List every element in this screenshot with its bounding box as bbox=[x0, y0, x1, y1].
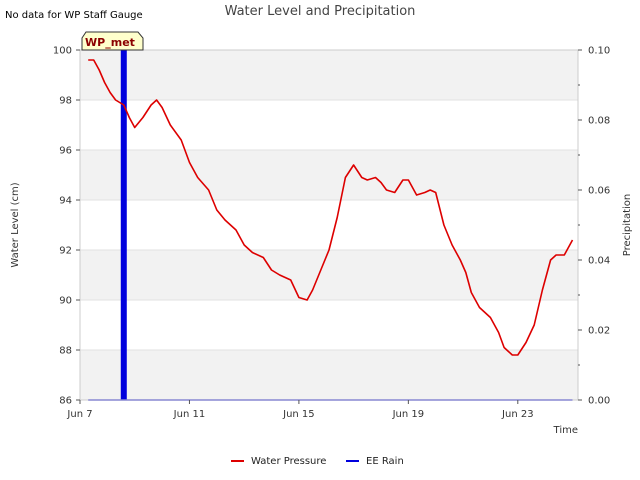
x-tick-label: Jun 15 bbox=[282, 409, 315, 420]
y-tick-label: 96 bbox=[59, 146, 72, 157]
x-tick-label: Jun 23 bbox=[501, 409, 534, 420]
y2-tick-label: 0.04 bbox=[588, 256, 610, 267]
y-tick-label: 86 bbox=[59, 396, 72, 407]
y-axis-ticks: 86 88 90 92 94 96 98 100 bbox=[53, 46, 80, 407]
badge-box bbox=[81, 31, 144, 51]
y-axis-title: Water Level (cm) bbox=[10, 182, 21, 267]
y2-tick-label: 0.02 bbox=[588, 326, 610, 337]
y-tick-label: 92 bbox=[59, 246, 72, 257]
background-band bbox=[80, 250, 578, 300]
y-tick-label: 88 bbox=[59, 346, 72, 357]
ee-rain-bar bbox=[120, 50, 127, 400]
x-tick-label: Jun 19 bbox=[392, 409, 425, 420]
legend-label-ee-rain: EE Rain bbox=[366, 456, 404, 467]
y2-tick-label: 0.08 bbox=[588, 116, 610, 127]
background-band bbox=[80, 350, 578, 400]
background-band bbox=[80, 150, 578, 200]
station-badge: WP_met bbox=[81, 31, 144, 51]
x-axis-title: Time bbox=[553, 425, 578, 436]
background-band bbox=[80, 50, 578, 100]
y-tick-label: 90 bbox=[59, 296, 72, 307]
water-pressure-line bbox=[88, 59, 574, 356]
y2-tick-label: 0.00 bbox=[588, 396, 610, 407]
badge-label: WP_met bbox=[85, 36, 135, 49]
data-marks bbox=[88, 50, 574, 401]
no-data-note: No data for WP Staff Gauge bbox=[5, 10, 143, 21]
x-axis-ticks: Jun 7 Jun 11 Jun 15 Jun 19 Jun 23 bbox=[66, 400, 534, 420]
y-tick-label: 98 bbox=[59, 96, 72, 107]
chart-title: Water Level and Precipitation bbox=[225, 4, 416, 19]
legend-label-water-pressure: Water Pressure bbox=[251, 456, 326, 467]
legend: Water Pressure EE Rain bbox=[231, 456, 404, 467]
x-tick-label: Jun 11 bbox=[173, 409, 206, 420]
plot-background bbox=[80, 50, 578, 400]
y2-axis-ticks: 0.00 0.02 0.04 0.06 0.08 0.10 bbox=[578, 46, 610, 407]
y-tick-label: 100 bbox=[53, 46, 72, 57]
x-tick-label: Jun 7 bbox=[66, 409, 92, 420]
y2-axis-title: Precipitation bbox=[622, 194, 633, 257]
y-tick-label: 94 bbox=[59, 196, 72, 207]
y2-tick-label: 0.10 bbox=[588, 46, 610, 57]
y2-tick-label: 0.06 bbox=[588, 186, 610, 197]
